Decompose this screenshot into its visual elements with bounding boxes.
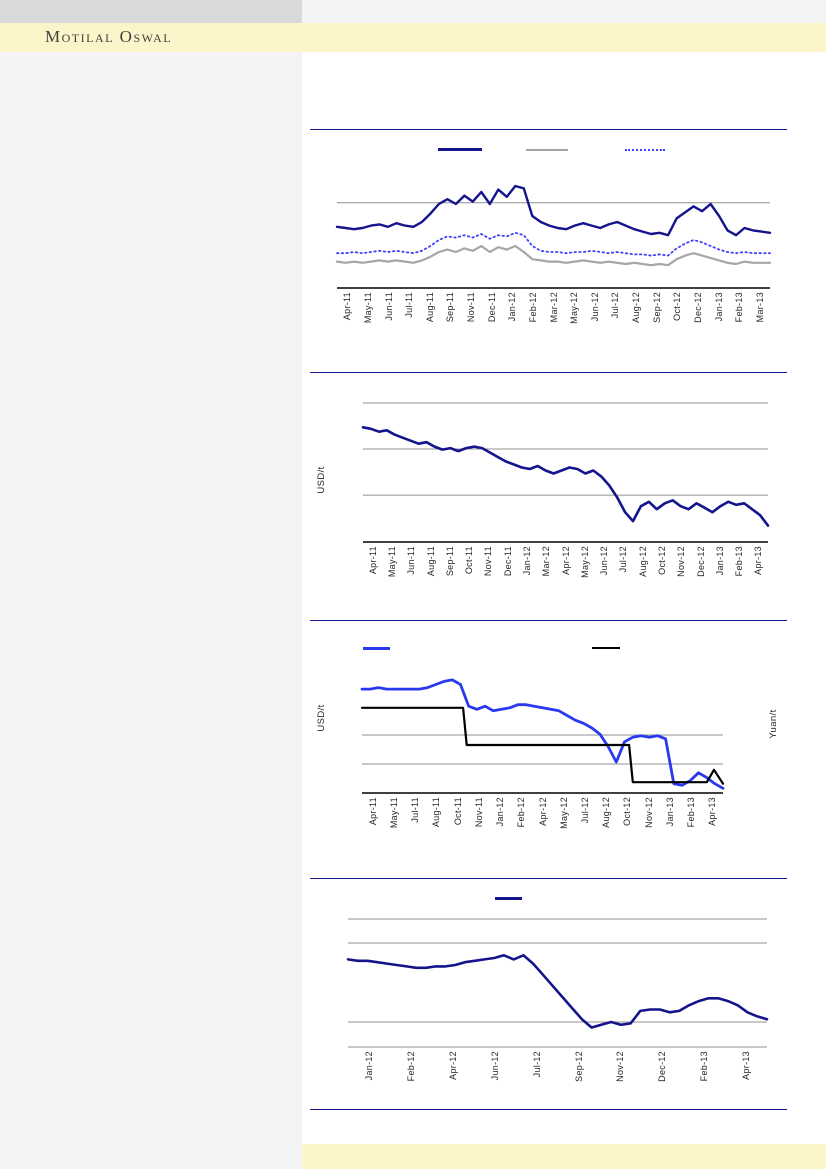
series-blue-dotted [336, 231, 771, 257]
series-navy-solid [361, 425, 770, 527]
legend-swatch-navy-solid [495, 897, 522, 900]
series-black-step [360, 706, 725, 785]
chart-plot-2 [361, 402, 770, 543]
legend-swatch-gray-solid [526, 149, 568, 151]
series-blue-solid [360, 678, 725, 790]
section-divider [310, 878, 787, 879]
legend-swatch-navy-solid [438, 148, 482, 151]
chart-plot-1 [335, 184, 772, 289]
series-gray-solid [335, 244, 772, 267]
series-navy-solid [346, 953, 769, 1029]
chart-plot-4 [346, 918, 769, 1048]
footer-banner [302, 1144, 826, 1169]
legend-swatch-blue-dotted [625, 149, 665, 151]
top-left-header-block [0, 0, 302, 23]
section-divider [310, 1109, 787, 1110]
section-divider [310, 129, 787, 130]
series-navy-solid [335, 184, 772, 237]
brand-banner: Motilal Oswal [0, 23, 826, 52]
legend-swatch-black-solid [592, 647, 620, 649]
section-divider [310, 372, 787, 373]
brand-logo-text: Motilal Oswal [45, 27, 173, 46]
section-divider [310, 620, 787, 621]
chart-plot-3 [360, 678, 725, 794]
left-panel [0, 52, 302, 1169]
legend-swatch-blue-solid [363, 647, 390, 650]
